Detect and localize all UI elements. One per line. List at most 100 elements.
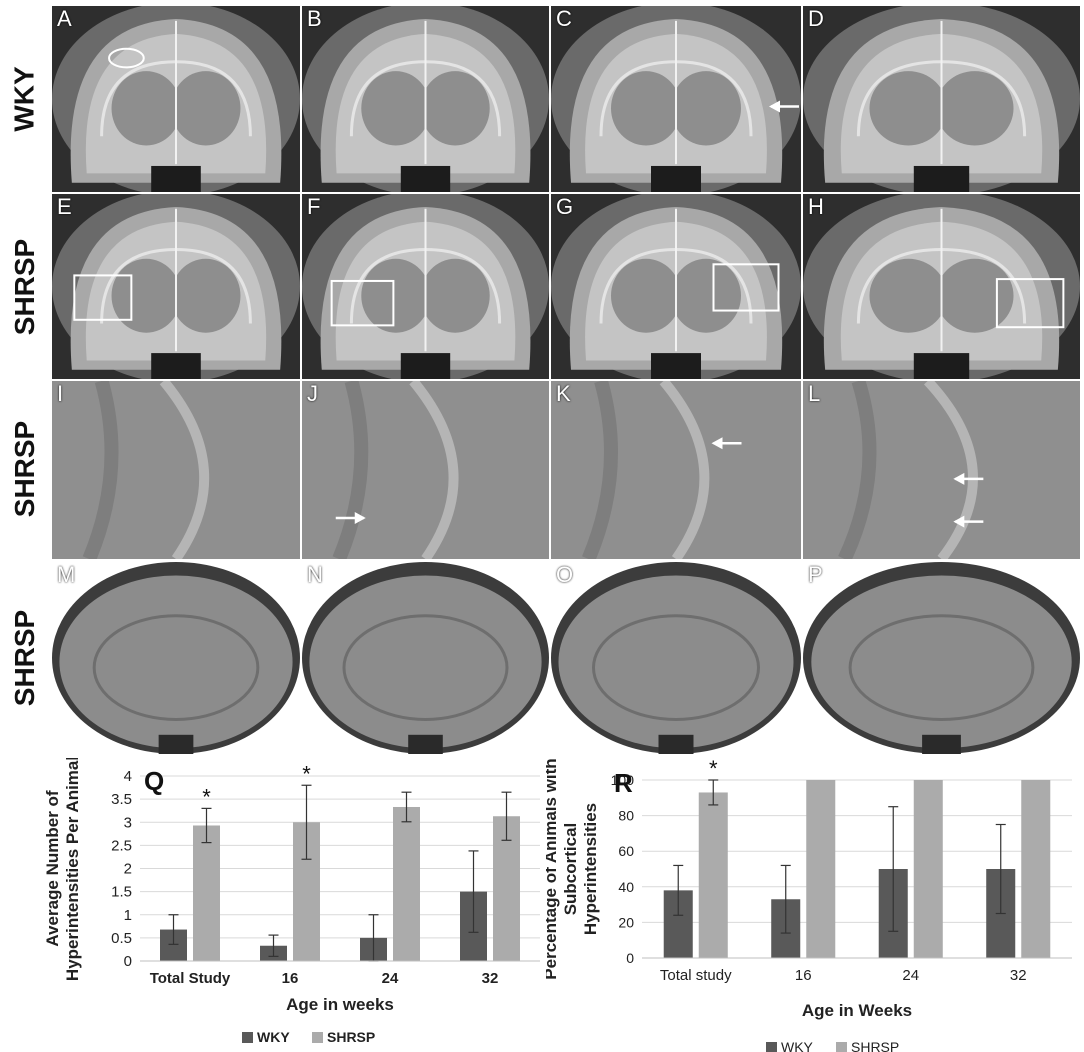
brain-scan-image [52, 381, 300, 559]
y-tick-label: 0 [124, 953, 132, 970]
y-tick-label: 40 [618, 879, 634, 895]
panel-letter: H [808, 194, 824, 219]
mri-panel-j: J [302, 381, 549, 559]
panel-letter: C [556, 6, 572, 31]
y-tick-label: 0 [626, 950, 634, 966]
mri-panel-k: K [551, 381, 801, 559]
mri-panel-l: L [803, 381, 1080, 559]
brain-scan-image [803, 6, 1080, 192]
brain-scan-image [803, 562, 1080, 754]
x-tick-label: 24 [902, 967, 919, 984]
brain-scan-image [52, 6, 300, 192]
y-tick-label: 1 [124, 907, 132, 924]
mri-panel-o: O [551, 562, 801, 754]
brain-scan-image [551, 381, 801, 559]
region-box [330, 279, 395, 327]
bar-shrsp [698, 792, 728, 958]
mri-panel-p: P [803, 562, 1080, 754]
highlight-ellipse [108, 47, 145, 69]
y-tick-label: 3 [124, 814, 132, 831]
legend-label: SHRSP [327, 1029, 375, 1045]
brain-scan-image [52, 562, 300, 754]
x-axis-label: Age in weeks [286, 995, 394, 1014]
bar-shrsp [393, 806, 420, 961]
legend-label: WKY [257, 1029, 290, 1045]
panel-letter: B [307, 6, 322, 31]
panel-letter: I [57, 381, 64, 406]
panel-letter: N [307, 562, 323, 587]
brain-scan-image [302, 562, 549, 754]
mri-panel-n: N [302, 562, 549, 754]
x-axis-label: Age in Weeks [802, 1001, 912, 1020]
y-axis-label: Average Number ofHyperintensities Per An… [44, 758, 82, 981]
panel-letter: K [556, 381, 571, 406]
row-label-shrsp-2: SHRSP [0, 379, 50, 559]
brain-scan-image [551, 194, 801, 379]
row-label-shrsp-1: SHRSP [0, 194, 50, 380]
y-tick-label: 2.5 [111, 837, 132, 854]
panel-letter: E [57, 194, 72, 219]
legend-swatch [836, 1042, 847, 1052]
significance-marker: * [709, 758, 718, 781]
arrow-icon [335, 512, 366, 525]
chart-q: 0 0.5 1 1.5 2 2.5 3 3.5 4 * Total Study * 16 24 32 Aver… [44, 758, 540, 1045]
x-tick-label: 24 [382, 970, 399, 987]
y-tick-label: 4 [124, 768, 132, 785]
x-tick-label: 16 [795, 967, 812, 984]
y-tick-label: 20 [618, 914, 634, 930]
y-tick-label: 1.5 [111, 884, 132, 901]
mri-panel-e: E [52, 194, 300, 379]
brain-scan-image [302, 6, 549, 192]
brain-scan-image [803, 194, 1080, 379]
arrow-icon [953, 515, 984, 528]
panel-letter: F [307, 194, 321, 219]
mri-panel-c: C [551, 6, 801, 192]
bar-shrsp [193, 825, 220, 961]
legend-swatch [766, 1042, 777, 1052]
mri-panel-b: B [302, 6, 549, 192]
arrow-icon [711, 437, 742, 450]
region-box [995, 278, 1065, 329]
mri-panel-a: A [52, 6, 300, 192]
panel-letter: M [57, 562, 76, 587]
mri-panel-m: M [52, 562, 300, 754]
brain-scan-image [302, 381, 549, 559]
legend-label: WKY [781, 1039, 814, 1052]
significance-marker: * [202, 784, 211, 809]
x-tick-label: 16 [282, 970, 299, 987]
y-tick-label: 60 [618, 843, 634, 859]
y-tick-label: 100 [611, 772, 635, 788]
chart-panel-letter: R [614, 768, 633, 798]
mri-panel-i: I [52, 381, 300, 559]
row-label-text: WKY [9, 66, 41, 132]
region-box [73, 274, 133, 321]
mri-panel-f: F [302, 194, 549, 379]
row-label-text: SHRSP [9, 609, 40, 707]
y-tick-label: 2 [124, 861, 132, 878]
panel-letter: J [307, 381, 318, 406]
bar-shrsp [1021, 780, 1051, 958]
panel-letter: O [556, 562, 574, 587]
region-box [712, 263, 780, 312]
brain-scan-image [803, 381, 1080, 559]
bar-shrsp [913, 780, 943, 958]
y-tick-label: 80 [618, 808, 634, 824]
y-axis-label: Percentage of Animals withSubcorticalHyp… [546, 758, 600, 979]
brain-scan-image [52, 194, 300, 379]
chart-panel-letter: Q [144, 766, 164, 796]
legend-swatch [242, 1032, 253, 1043]
x-tick-label: 32 [1010, 967, 1027, 984]
legend-label: SHRSP [851, 1039, 899, 1052]
arrow-icon [953, 472, 984, 485]
y-tick-label: 0.5 [111, 930, 132, 947]
significance-marker: * [302, 761, 311, 786]
legend-swatch [312, 1032, 323, 1043]
brain-scan-image [551, 562, 801, 754]
mri-panel-d: D [803, 6, 1080, 192]
mri-panel-h: H [803, 194, 1080, 379]
row-label-text: SHRSP [9, 238, 40, 336]
panel-letter: L [808, 381, 821, 406]
arrow-icon [769, 100, 799, 113]
bar-shrsp [806, 780, 836, 958]
x-tick-label: Total Study [150, 970, 231, 987]
